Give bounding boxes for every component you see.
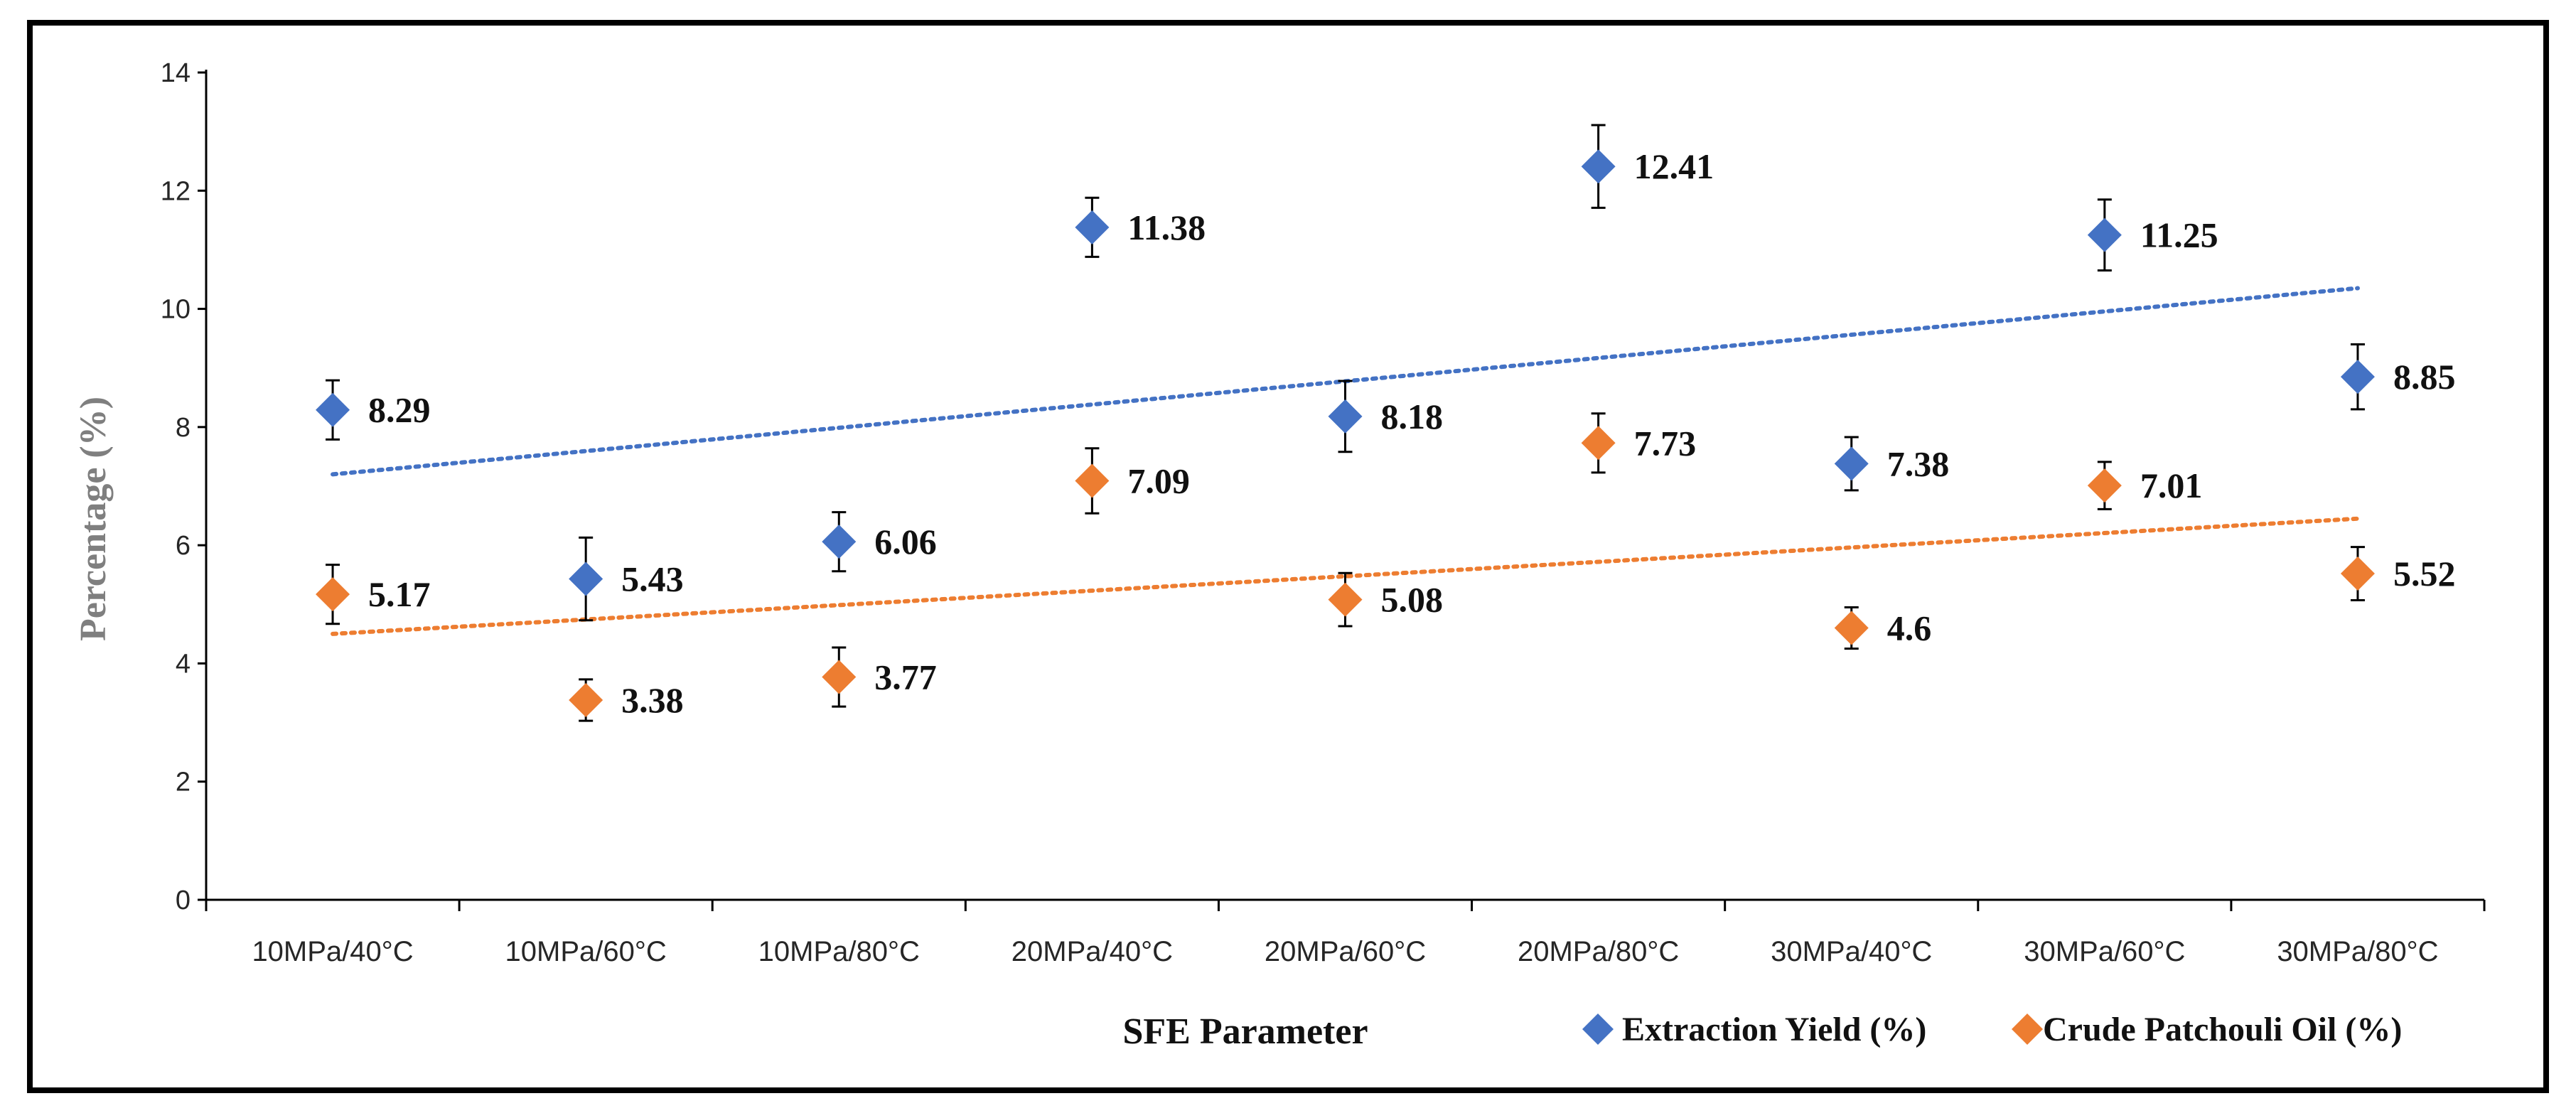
point-extraction-yield bbox=[569, 561, 603, 596]
data-label-crude-patchouli-oil: 5.52 bbox=[2393, 554, 2456, 593]
point-crude-patchouli-oil bbox=[822, 660, 857, 694]
data-label-crude-patchouli-oil: 5.17 bbox=[368, 574, 431, 614]
x-tick-label: 10MPa/40°C bbox=[252, 936, 413, 967]
data-label-extraction-yield: 12.41 bbox=[1634, 146, 1714, 186]
point-extraction-yield bbox=[1581, 149, 1616, 184]
data-label-extraction-yield: 8.29 bbox=[368, 390, 431, 430]
point-extraction-yield bbox=[2340, 360, 2375, 394]
data-label-crude-patchouli-oil: 7.09 bbox=[1127, 461, 1190, 501]
data-label-crude-patchouli-oil: 4.6 bbox=[1887, 608, 1932, 648]
y-tick-label: 0 bbox=[176, 886, 190, 915]
trendline-crude-patchouli-oil bbox=[331, 516, 2360, 636]
figure-border bbox=[27, 20, 2549, 1093]
y-tick-label: 2 bbox=[176, 768, 190, 797]
data-label-extraction-yield: 11.38 bbox=[1127, 208, 1206, 247]
x-tick-label: 20MPa/60°C bbox=[1265, 936, 1426, 967]
points-layer bbox=[316, 124, 2375, 722]
point-crude-patchouli-oil bbox=[1581, 426, 1616, 461]
point-crude-patchouli-oil bbox=[2087, 468, 2122, 503]
data-label-extraction-yield: 11.25 bbox=[2140, 215, 2218, 255]
x-tick-label: 20MPa/40°C bbox=[1011, 936, 1173, 967]
data-label-crude-patchouli-oil: 7.73 bbox=[1634, 423, 1697, 463]
y-tick-label: 14 bbox=[161, 58, 190, 88]
point-extraction-yield bbox=[822, 525, 857, 559]
x-tick-label: 30MPa/60°C bbox=[2024, 936, 2185, 967]
y-tick-label: 4 bbox=[176, 649, 190, 679]
point-crude-patchouli-oil bbox=[2340, 557, 2375, 591]
legend-label-crude-patchouli-oil: Crude Patchouli Oil (%) bbox=[2043, 1011, 2402, 1048]
x-tick-label: 10MPa/80°C bbox=[758, 936, 920, 967]
legend: Extraction Yield (%) Crude Patchouli Oil… bbox=[1582, 1011, 2402, 1048]
legend-marker-crude-patchouli-oil bbox=[2012, 1014, 2043, 1045]
point-extraction-yield bbox=[1328, 399, 1363, 434]
data-label-crude-patchouli-oil: 5.08 bbox=[1381, 580, 1444, 620]
legend-label-extraction-yield: Extraction Yield (%) bbox=[1622, 1011, 1926, 1048]
x-axis-title: SFE Parameter bbox=[1122, 1011, 1368, 1052]
x-tick-label: 30MPa/80°C bbox=[2277, 936, 2438, 967]
point-extraction-yield bbox=[316, 392, 350, 427]
point-crude-patchouli-oil bbox=[316, 577, 350, 612]
data-label-crude-patchouli-oil: 7.01 bbox=[2140, 466, 2203, 505]
x-tick-label: 20MPa/80°C bbox=[1518, 936, 1679, 967]
point-crude-patchouli-oil bbox=[1075, 463, 1110, 498]
y-tick-label: 6 bbox=[176, 531, 190, 561]
point-crude-patchouli-oil bbox=[1328, 582, 1363, 617]
data-label-crude-patchouli-oil: 3.77 bbox=[874, 657, 937, 697]
point-crude-patchouli-oil bbox=[569, 682, 603, 717]
point-crude-patchouli-oil bbox=[1834, 611, 1869, 645]
legend-marker-extraction-yield bbox=[1582, 1014, 1614, 1045]
point-extraction-yield bbox=[1075, 210, 1110, 244]
point-extraction-yield bbox=[2087, 217, 2122, 252]
x-tick-label: 30MPa/40°C bbox=[1771, 936, 1932, 967]
y-tick-label: 12 bbox=[161, 176, 190, 206]
y-axis-title: Percentage (%) bbox=[73, 397, 114, 641]
x-tick-label: 10MPa/60°C bbox=[505, 936, 667, 967]
point-extraction-yield bbox=[1834, 446, 1869, 481]
y-tick-label: 8 bbox=[176, 413, 190, 443]
data-label-extraction-yield: 8.18 bbox=[1381, 397, 1444, 436]
data-label-crude-patchouli-oil: 3.38 bbox=[621, 680, 684, 720]
data-label-extraction-yield: 6.06 bbox=[874, 522, 937, 561]
data-label-extraction-yield: 5.43 bbox=[621, 559, 684, 599]
data-label-extraction-yield: 8.85 bbox=[2393, 357, 2456, 397]
data-label-extraction-yield: 7.38 bbox=[1887, 444, 1950, 483]
data-labels-layer: 8.29 5.43 6.06 11.38 8.18 12.41 7.38 11.25 8.85 5… bbox=[368, 146, 2455, 720]
axes-layer: 0 2 4 6 8 10 12 14 10MPa/40°C 10MPa/60°C 10MPa/80°… bbox=[161, 58, 2486, 967]
y-tick-label: 10 bbox=[161, 295, 190, 325]
